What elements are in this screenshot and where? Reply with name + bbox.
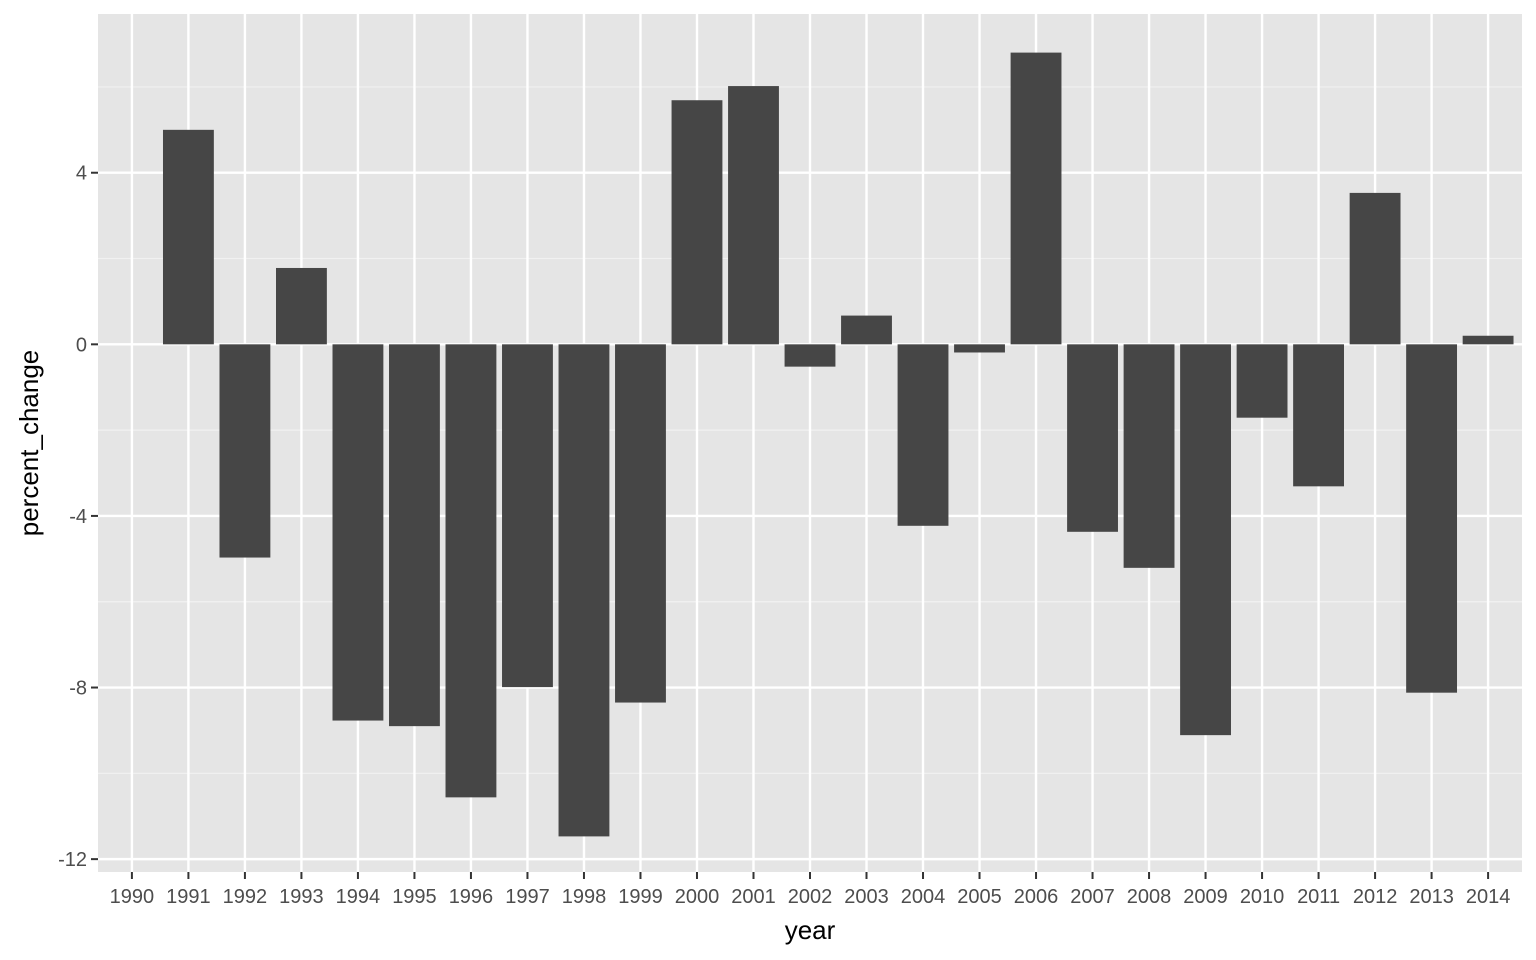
- x-axis: 1990 1991 1992 1993 1994 1995 1996 1997 1998 1999…: [110, 872, 1511, 908]
- bar-2014: [1462, 335, 1514, 345]
- bar-2012: [1349, 192, 1401, 345]
- x-tick-label: 1991: [166, 886, 211, 908]
- x-tick-label: 2009: [1183, 886, 1228, 908]
- y-tick-label: 0: [76, 334, 87, 356]
- x-tick-label: 2013: [1409, 886, 1454, 908]
- x-tick-label: 1996: [449, 886, 494, 908]
- x-tick-label: 2006: [1014, 886, 1059, 908]
- x-tick-label: 2005: [957, 886, 1002, 908]
- bar-series: [162, 52, 1514, 837]
- bar-1996: [445, 344, 497, 798]
- bar-2013: [1406, 344, 1458, 693]
- bar-2003: [841, 315, 892, 345]
- bar-2006: [1010, 52, 1062, 345]
- bar-1999: [615, 344, 666, 703]
- bar-2004: [897, 344, 949, 526]
- y-tick-label: -12: [58, 849, 87, 871]
- y-axis: 4 0 -4 -8 -12: [58, 163, 98, 871]
- x-tick-label: 2012: [1353, 886, 1398, 908]
- x-axis-title: year: [785, 915, 836, 945]
- x-tick-label: 1992: [223, 886, 268, 908]
- x-tick-label: 1990: [110, 886, 155, 908]
- x-tick-label: 2014: [1466, 886, 1511, 908]
- bar-2001: [728, 86, 779, 345]
- x-tick-label: 2000: [675, 886, 720, 908]
- bar-1992: [219, 344, 271, 558]
- x-tick-label: 2003: [844, 886, 889, 908]
- x-tick-label: 1995: [392, 886, 437, 908]
- x-tick-label: 1994: [336, 886, 381, 908]
- y-tick-label: 4: [76, 163, 87, 185]
- bar-2010: [1236, 344, 1288, 418]
- bar-2002: [784, 344, 836, 367]
- y-axis-title: percent_change: [14, 350, 44, 536]
- bar-1994: [332, 344, 384, 721]
- bar-2005: [954, 344, 1005, 353]
- bar-2009: [1180, 344, 1231, 736]
- x-tick-label: 1998: [562, 886, 607, 908]
- x-tick-label: 1997: [505, 886, 550, 908]
- bar-1997: [502, 344, 553, 688]
- y-tick-label: -4: [69, 506, 87, 528]
- x-tick-label: 2001: [731, 886, 776, 908]
- bar-2011: [1293, 344, 1344, 487]
- bar-1993: [276, 267, 327, 345]
- bar-2008: [1123, 344, 1175, 568]
- bar-1998: [558, 344, 610, 837]
- bar-1991: [162, 129, 214, 345]
- x-tick-label: 2010: [1240, 886, 1285, 908]
- bar-2000: [671, 100, 723, 345]
- x-tick-label: 2011: [1297, 886, 1340, 908]
- x-tick-label: 2008: [1127, 886, 1172, 908]
- bar-2007: [1067, 344, 1118, 532]
- x-tick-label: 2002: [788, 886, 833, 908]
- y-tick-label: -8: [69, 678, 87, 700]
- bar-1995: [389, 344, 440, 727]
- x-tick-label: 2004: [901, 886, 946, 908]
- x-tick-label: 1999: [618, 886, 663, 908]
- x-tick-label: 2007: [1070, 886, 1115, 908]
- x-tick-label: 1993: [279, 886, 324, 908]
